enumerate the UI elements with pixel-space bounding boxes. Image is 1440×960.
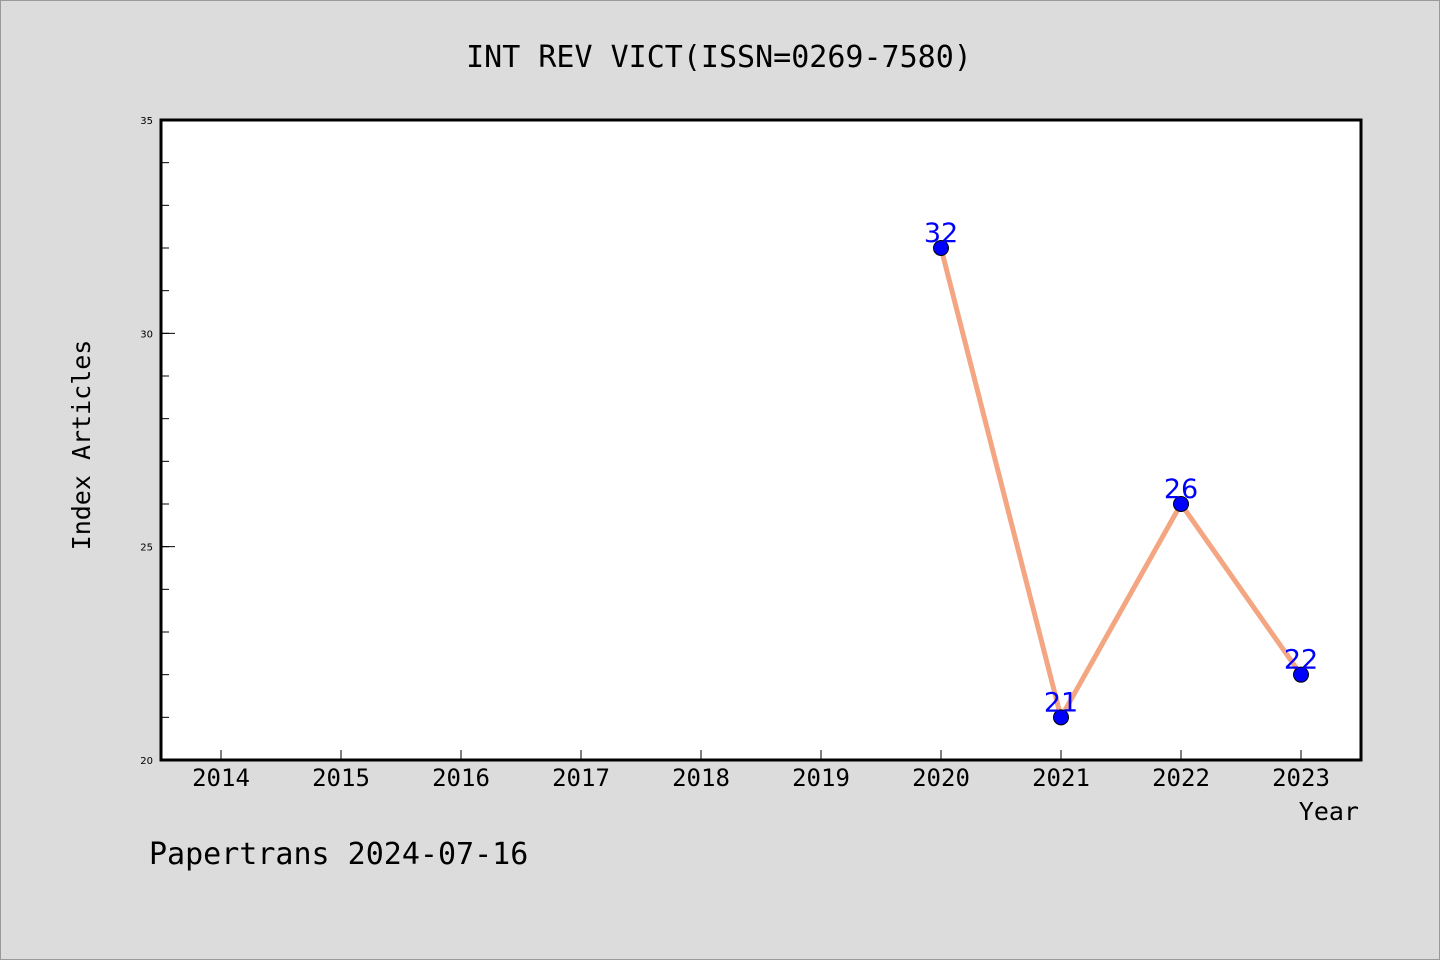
x-axis-label: Year [1299,797,1359,826]
x-tick-label: 2014 [192,764,250,792]
footer-credit: Papertrans 2024-07-16 [149,837,528,872]
x-tick-label: 2021 [1032,764,1090,792]
y-tick-label: 35 [140,116,153,127]
data-label: 21 [1044,687,1078,718]
y-axis: 20 25 30 35 [140,116,175,767]
data-label: 26 [1164,474,1198,505]
x-tick-label: 2017 [552,764,610,792]
x-tick-label: 2020 [912,764,970,792]
data-point [1053,709,1069,726]
x-tick-label: 2018 [672,764,730,792]
plot-area [159,118,1363,762]
data-point [1173,496,1189,512]
x-axis: 2014 2015 2016 2017 2018 2019 2020 2021 2022 2023 [192,750,1330,792]
x-tick-label: 2019 [792,764,850,792]
data-label: 32 [924,218,958,249]
y-tick-label: 30 [140,329,153,340]
x-tick-label: 2022 [1152,764,1210,792]
series-layer: 32 21 26 22 [924,218,1318,726]
x-tick-label: 2016 [432,764,490,792]
chart-title: INT REV VICT(ISSN=0269-7580) [466,40,972,75]
x-tick-label: 2023 [1272,764,1330,792]
x-tick-label: 2015 [312,764,370,792]
y-tick-label: 25 [140,543,153,554]
data-point [1293,666,1309,683]
y-tick-label: 20 [140,756,153,767]
series-line [938,247,1304,720]
data-point [933,240,949,256]
y-axis-label: Index Articles [67,340,96,551]
data-label: 22 [1284,645,1318,676]
